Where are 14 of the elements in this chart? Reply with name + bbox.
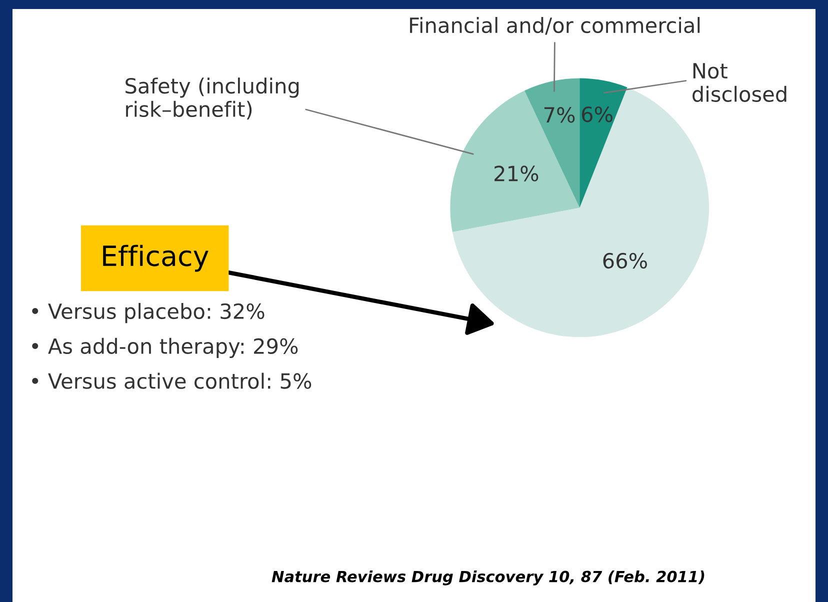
data-label: 7%: [544, 107, 575, 123]
slice-label: Safety (including risk–benefit): [126, 78, 299, 120]
pie-slice: [450, 90, 580, 232]
slice-label: Efficacy: [103, 244, 208, 272]
slice-label: Financial and/or commercial: [410, 17, 700, 35]
text: • Versus active control: 5%: [32, 372, 312, 389]
data-label: 66%: [603, 252, 647, 269]
data-label: 6%: [582, 106, 612, 122]
slice-label: Not disclosed: [692, 63, 786, 102]
data-label: 21%: [494, 166, 538, 182]
pie-slice: [580, 78, 628, 208]
text: • Versus placebo: 32%: [32, 302, 264, 324]
text: Nature Reviews Drug Discovery 10, 87 (Feb. 2011): [272, 570, 704, 586]
text: • As add-on therapy: 29%: [32, 338, 298, 358]
